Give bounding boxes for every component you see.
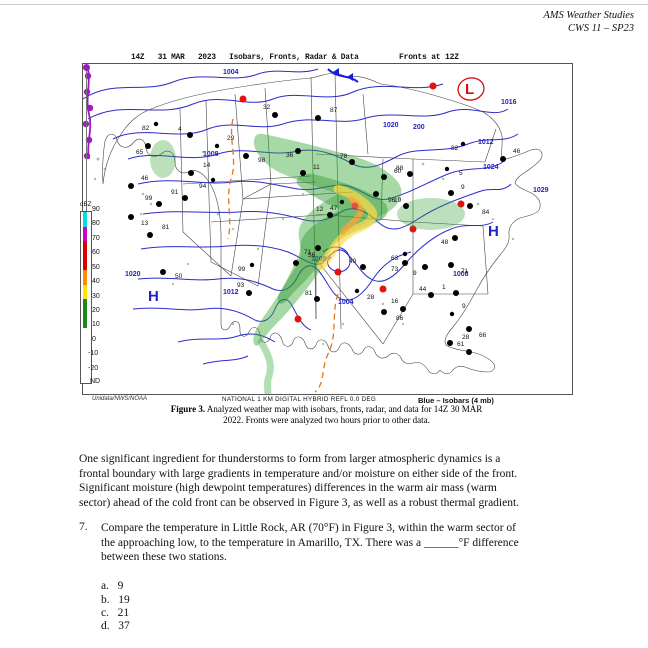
svg-text:H: H [148,288,159,305]
svg-text:73: 73 [391,266,399,273]
svg-text:200: 200 [413,124,425,131]
svg-text:12: 12 [316,206,324,213]
svg-text:61: 61 [457,341,465,348]
svg-text:46: 46 [141,175,149,182]
svg-text:87: 87 [330,107,338,114]
svg-text:99: 99 [238,266,246,273]
svg-text:94: 94 [199,183,207,190]
svg-text:14: 14 [203,162,211,169]
svg-text:1020: 1020 [125,271,141,278]
svg-text:46: 46 [513,148,521,155]
svg-text:99: 99 [145,195,153,202]
svg-text:63: 63 [391,255,399,262]
svg-text:81: 81 [305,290,313,297]
svg-text:40: 40 [349,258,357,265]
svg-text:91: 91 [171,189,179,196]
svg-text:98: 98 [258,157,266,164]
svg-text:28: 28 [462,334,470,341]
svg-text:11: 11 [313,164,320,171]
svg-text:1012: 1012 [478,139,494,146]
svg-text:82: 82 [142,125,150,132]
svg-text:93: 93 [237,282,245,289]
svg-text:9: 9 [461,184,465,191]
svg-text:88: 88 [396,165,404,172]
svg-text:1004: 1004 [338,299,354,306]
svg-text:4: 4 [178,126,182,133]
svg-text:44: 44 [419,286,427,293]
svg-text:81: 81 [162,224,170,231]
svg-text:32: 32 [263,104,271,111]
svg-text:9: 9 [413,270,417,277]
svg-text:29: 29 [227,135,235,142]
svg-text:1008: 1008 [203,151,219,158]
svg-text:13: 13 [141,220,149,227]
svg-text:84: 84 [482,209,490,216]
svg-text:1020: 1020 [383,122,399,129]
svg-text:50: 50 [175,273,183,280]
svg-text:65: 65 [136,149,144,156]
svg-text:36: 36 [286,152,294,159]
svg-text:71: 71 [461,268,469,275]
svg-text:56: 56 [308,252,316,259]
svg-text:66: 66 [479,332,487,339]
svg-text:1016: 1016 [501,99,517,106]
svg-text:1012: 1012 [223,289,239,296]
svg-text:1024: 1024 [483,164,499,171]
svg-text:28: 28 [367,294,375,301]
svg-text:16: 16 [391,298,399,305]
svg-text:L: L [465,81,474,98]
svg-text:5: 5 [459,170,463,177]
svg-text:78: 78 [340,153,348,160]
svg-text:48: 48 [441,239,449,246]
svg-text:9: 9 [462,303,466,310]
svg-text:1029: 1029 [533,187,549,194]
svg-text:86: 86 [396,315,404,322]
svg-text:1: 1 [442,284,446,291]
svg-text:82: 82 [451,145,459,152]
svg-text:H: H [488,223,499,240]
svg-text:1004: 1004 [223,69,239,76]
svg-text:47: 47 [330,205,338,212]
svg-text:96: 96 [388,197,396,204]
